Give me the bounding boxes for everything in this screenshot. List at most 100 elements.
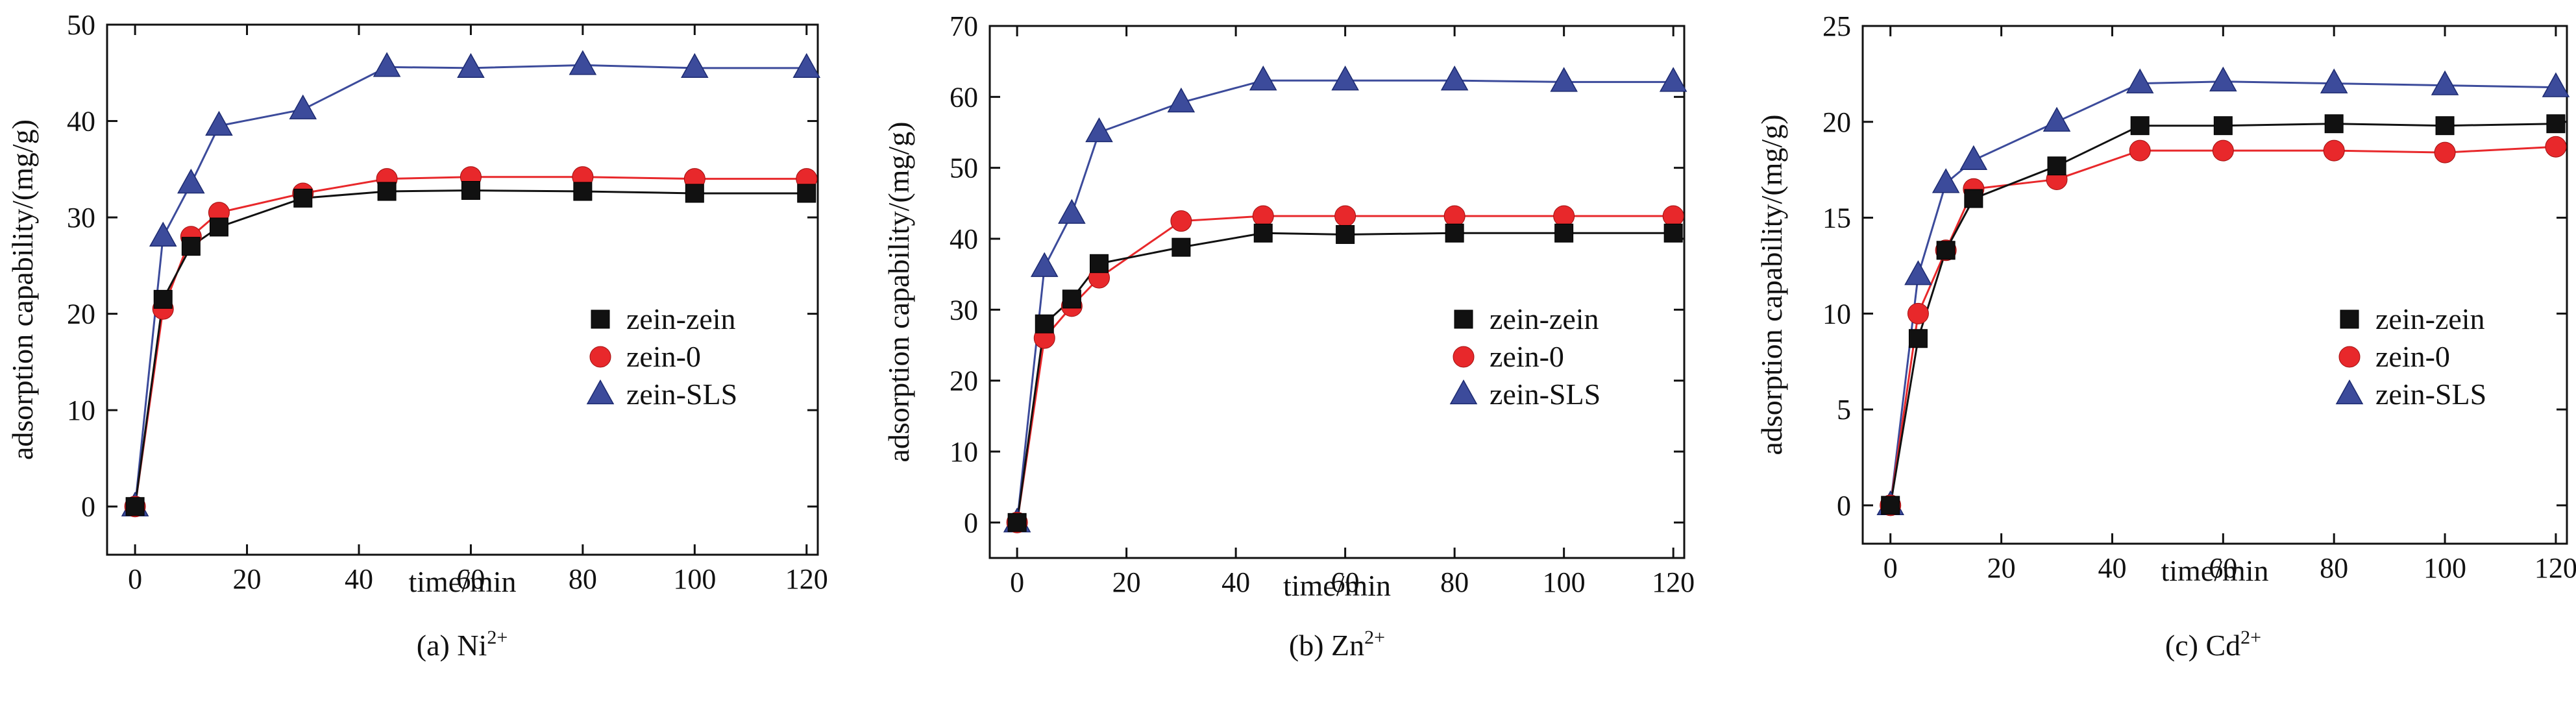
- series-markers-zein-zein: [1007, 223, 1683, 532]
- data-point: [1170, 210, 1192, 232]
- data-point: [1445, 223, 1464, 243]
- series-line: [1889, 123, 2556, 506]
- panel-caption: (b) Zn2+: [1289, 627, 1385, 662]
- data-point: [177, 168, 205, 194]
- data-point: [1553, 205, 1575, 227]
- data-point: [1881, 496, 1900, 515]
- legend-label: zein-0: [626, 340, 701, 373]
- data-point: [2047, 156, 2067, 176]
- legend-marker: [591, 309, 610, 329]
- y-tick-label: 10: [1822, 298, 1851, 330]
- plot-frame: [1861, 25, 2568, 545]
- data-point: [1554, 223, 1574, 243]
- chart-panel-0: 0 20 40 60 80 100 120 0 10 20 30 40 50 time/min adsorp…: [6, 9, 828, 662]
- data-point: [1932, 168, 1960, 193]
- data-point: [1085, 117, 1113, 143]
- legend-marker: [1449, 379, 1478, 405]
- x-tick-label: 0: [128, 563, 142, 595]
- data-point: [1334, 205, 1356, 227]
- data-point: [2042, 106, 2071, 132]
- series-zein-SLS: [134, 64, 807, 507]
- legend-marker: [1453, 346, 1475, 368]
- x-tick-label: 100: [2423, 552, 2466, 584]
- y-tick-label: 30: [950, 294, 978, 326]
- y-tick-label: 60: [950, 81, 978, 113]
- legend-label: zein-SLS: [1490, 378, 1601, 411]
- x-tick-label: 40: [2098, 552, 2126, 584]
- data-point: [569, 50, 597, 75]
- y-tick-label: 20: [1822, 106, 1851, 138]
- y-axis-label: adsorption capability/(mg/g): [882, 121, 915, 462]
- y-tick-label: 70: [950, 10, 978, 42]
- data-point: [1030, 252, 1059, 277]
- x-tick-label: 120: [785, 563, 828, 595]
- series-line: [134, 64, 807, 507]
- data-point: [681, 53, 709, 78]
- data-point: [1167, 87, 1196, 113]
- y-axis-label: adsorption capability/(mg/g): [6, 119, 39, 460]
- data-point: [209, 217, 228, 237]
- legend-label: zein-zein: [1490, 302, 1599, 335]
- series-line: [1889, 80, 2556, 506]
- y-tick-label: 5: [1837, 394, 1851, 426]
- x-tick-label: 20: [233, 563, 262, 595]
- series-zein-SLS: [1889, 80, 2556, 506]
- data-point: [1440, 66, 1469, 91]
- data-point: [792, 53, 821, 78]
- data-point: [2542, 72, 2570, 97]
- series-zein-0: [134, 176, 807, 507]
- legend-label: zein-0: [2375, 340, 2450, 373]
- data-point: [181, 237, 201, 256]
- data-point: [1090, 254, 1109, 273]
- data-point: [293, 188, 313, 208]
- x-tick-label: 100: [673, 563, 716, 595]
- y-tick-label: 0: [1837, 490, 1851, 522]
- data-point: [2545, 136, 2567, 158]
- data-point: [2209, 66, 2237, 91]
- x-tick-label: 20: [1112, 566, 1141, 598]
- chart-panel-1: 0 20 40 60 80 100 120 0 10 20 30 40 50 60 70 time/min ad…: [882, 10, 1695, 662]
- data-point: [573, 182, 593, 201]
- legend-label: zein-SLS: [626, 378, 737, 411]
- x-tick-label: 20: [1987, 552, 2016, 584]
- series-line: [1016, 215, 1674, 523]
- data-point: [2431, 70, 2459, 95]
- y-tick-label: 0: [81, 491, 95, 523]
- data-point: [2323, 139, 2345, 162]
- data-point: [2212, 139, 2234, 162]
- x-tick-label: 40: [1221, 566, 1250, 598]
- data-point: [1936, 241, 1956, 260]
- data-point: [461, 180, 480, 200]
- data-point: [2130, 116, 2150, 136]
- data-point: [2434, 141, 2456, 163]
- x-tick-label: 80: [2320, 552, 2348, 584]
- panel-caption-superscript: 2+: [487, 627, 508, 648]
- data-point: [2213, 116, 2233, 136]
- x-tick-label: 60: [2209, 552, 2237, 584]
- y-tick-label: 20: [67, 298, 95, 330]
- data-point: [1253, 223, 1273, 243]
- data-point: [1907, 302, 1929, 324]
- data-point: [1663, 223, 1683, 243]
- series-markers-zein-SLS: [1876, 66, 2570, 516]
- legend: zein-zein zein-0 zein-SLS: [2335, 302, 2486, 411]
- data-point: [1443, 205, 1466, 227]
- data-point: [205, 110, 233, 136]
- data-point: [1252, 205, 1274, 227]
- data-point: [1959, 145, 1988, 171]
- legend-marker: [2338, 346, 2361, 368]
- series-zein-zein: [1889, 123, 2556, 506]
- data-point: [1171, 237, 1191, 257]
- data-point: [797, 184, 816, 203]
- panel-caption-superscript: 2+: [2240, 627, 2261, 648]
- data-point: [1908, 329, 1928, 348]
- data-point: [373, 52, 401, 77]
- data-point: [153, 289, 173, 309]
- series-zein-SLS: [1016, 79, 1674, 523]
- data-point: [1062, 289, 1081, 309]
- panel-caption-text: (b) Zn: [1289, 629, 1364, 662]
- data-point: [289, 94, 317, 119]
- panel-caption: (a) Ni2+: [417, 627, 508, 662]
- data-point: [149, 221, 177, 247]
